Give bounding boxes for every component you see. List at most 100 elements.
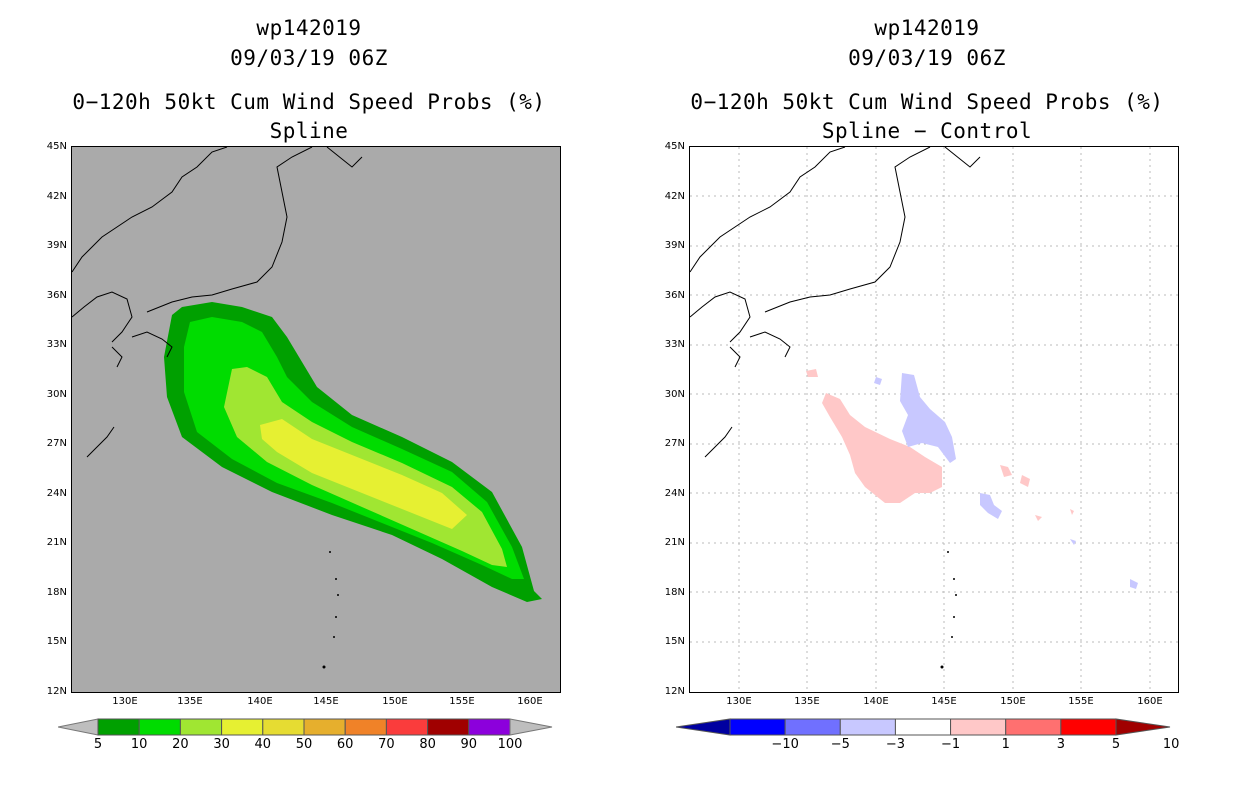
colorbar-label: 3 bbox=[1056, 737, 1065, 752]
method-title: Spline − Control bbox=[821, 119, 1033, 143]
lon-label: 145E bbox=[313, 696, 339, 707]
lat-label: 27N bbox=[46, 438, 67, 449]
lat-label: 24N bbox=[46, 488, 67, 499]
colorbar-swatch bbox=[1005, 718, 1062, 736]
colorbar-swatch bbox=[303, 718, 346, 736]
lat-label: 42N bbox=[46, 191, 67, 202]
lat-label: 45N bbox=[664, 141, 685, 152]
colorbar-swatch bbox=[729, 718, 786, 736]
lat-label: 18N bbox=[664, 587, 685, 598]
lat-label: 27N bbox=[664, 438, 685, 449]
lat-label: 12N bbox=[46, 686, 67, 697]
colorbar-label: 80 bbox=[419, 737, 436, 752]
colorbar-swatch bbox=[894, 718, 952, 736]
date-title: 09/03/19 06Z bbox=[848, 46, 1006, 70]
colorbar-label: 1 bbox=[1001, 737, 1010, 752]
lat-label: 21N bbox=[46, 537, 67, 548]
colorbar-label: −3 bbox=[885, 737, 905, 752]
lon-label: 155E bbox=[1068, 696, 1094, 707]
date-title: 09/03/19 06Z bbox=[230, 46, 388, 70]
lat-label: 36N bbox=[664, 290, 685, 301]
coastline-group bbox=[690, 147, 981, 458]
probability-map bbox=[71, 146, 561, 693]
lon-label: 130E bbox=[112, 696, 138, 707]
colorbar-under-arrow bbox=[676, 718, 731, 736]
lat-label: 24N bbox=[664, 488, 685, 499]
colorbar-label: 60 bbox=[336, 737, 354, 752]
colorbar-swatch bbox=[950, 718, 1007, 736]
colorbar-over-arrow bbox=[509, 718, 553, 736]
colorbar-label: 10 bbox=[1162, 737, 1180, 752]
left-map-panel: wp142019 09/03/19 06Z 0−120h 50kt Cum Wi… bbox=[46, 16, 561, 752]
island-dots bbox=[940, 551, 957, 669]
colorbar-swatch bbox=[1060, 718, 1117, 736]
colorbar-label: −5 bbox=[830, 737, 850, 752]
lon-label: 135E bbox=[177, 696, 203, 707]
lon-label: 140E bbox=[863, 696, 889, 707]
colorbar-swatch bbox=[385, 718, 429, 736]
lat-label: 30N bbox=[46, 389, 67, 400]
lat-label: 39N bbox=[46, 240, 67, 251]
colorbar-right bbox=[676, 718, 1171, 736]
colorbar-swatch bbox=[344, 718, 387, 736]
colorbar-label: 5 bbox=[93, 737, 103, 752]
colorbar-swatch bbox=[179, 718, 223, 736]
colorbar-label: 40 bbox=[254, 737, 272, 752]
probability-map-svg bbox=[72, 147, 542, 669]
product-title: 0−120h 50kt Cum Wind Speed Probs (%) bbox=[690, 90, 1164, 114]
lon-label: 160E bbox=[517, 696, 543, 707]
lat-label: 12N bbox=[664, 686, 685, 697]
colorbar-label: −10 bbox=[771, 737, 799, 752]
lat-label: 33N bbox=[664, 339, 685, 350]
storm-id-title: wp142019 bbox=[256, 16, 362, 40]
lon-label: 160E bbox=[1137, 696, 1163, 707]
difference-map bbox=[689, 146, 1179, 693]
colorbar-swatch bbox=[784, 718, 841, 736]
colorbar-swatch bbox=[138, 718, 181, 736]
colorbar-swatch bbox=[262, 718, 305, 736]
lat-label: 15N bbox=[664, 636, 685, 647]
colorbar-label: 90 bbox=[460, 737, 478, 752]
colorbar-swatch bbox=[221, 718, 264, 736]
lat-label: 36N bbox=[46, 290, 67, 301]
colorbar-label: 5 bbox=[1111, 737, 1121, 752]
lon-label: 135E bbox=[794, 696, 820, 707]
colorbar-label: 50 bbox=[295, 737, 313, 752]
colorbar-label: 10 bbox=[130, 737, 148, 752]
lat-label: 18N bbox=[46, 587, 67, 598]
lon-label: 145E bbox=[931, 696, 957, 707]
lat-label: 30N bbox=[664, 389, 685, 400]
colorbar-under-arrow bbox=[58, 718, 99, 736]
lon-label: 130E bbox=[726, 696, 752, 707]
lat-label: 15N bbox=[46, 636, 67, 647]
lon-label: 150E bbox=[382, 696, 408, 707]
difference-map-svg bbox=[690, 147, 1178, 692]
colorbar-over-arrow bbox=[1115, 718, 1171, 736]
colorbar-label: 30 bbox=[213, 737, 230, 752]
grid-lines bbox=[690, 147, 1178, 692]
colorbar-label: 20 bbox=[172, 737, 189, 752]
prob-contour-30 bbox=[260, 419, 467, 529]
positive-diff-areas bbox=[806, 369, 1074, 521]
colorbar-left bbox=[58, 718, 553, 736]
method-title: Spline bbox=[269, 119, 349, 143]
colorbar-swatch bbox=[97, 718, 140, 736]
colorbar-swatch bbox=[427, 718, 470, 736]
lon-label: 150E bbox=[1000, 696, 1026, 707]
colorbar-swatch bbox=[839, 718, 896, 736]
lon-label: 140E bbox=[247, 696, 273, 707]
product-title: 0−120h 50kt Cum Wind Speed Probs (%) bbox=[72, 90, 546, 114]
lat-label: 21N bbox=[664, 537, 685, 548]
colorbar-label: −1 bbox=[940, 737, 961, 752]
lat-label: 33N bbox=[46, 339, 67, 350]
lat-label: 42N bbox=[664, 191, 685, 202]
colorbar-label: 100 bbox=[497, 737, 523, 752]
colorbar-label: 70 bbox=[378, 737, 395, 752]
negative-diff-areas bbox=[874, 373, 1138, 589]
lat-label: 39N bbox=[664, 240, 685, 251]
island-dots bbox=[322, 551, 339, 669]
colorbar-swatch bbox=[468, 718, 511, 736]
coastline-group bbox=[72, 147, 363, 458]
lat-label: 45N bbox=[46, 141, 67, 152]
storm-id-title: wp142019 bbox=[874, 16, 980, 40]
